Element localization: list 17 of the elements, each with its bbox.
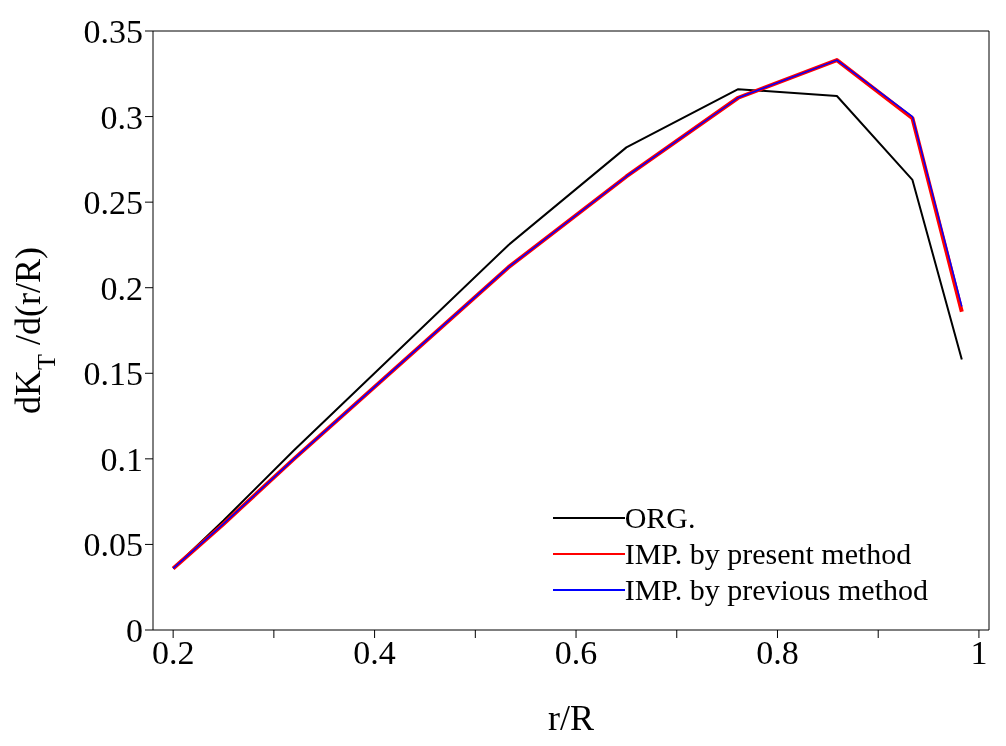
- x-axis-title: r/R: [547, 698, 595, 738]
- y-tick-label: 0: [126, 612, 143, 650]
- x-tick-label: 0.8: [756, 634, 799, 672]
- x-tick-label: 0.6: [554, 634, 598, 672]
- y-tick-label: 0.2: [100, 269, 143, 307]
- x-tick-label: 0.2: [151, 634, 195, 672]
- legend-label: ORG.: [624, 500, 696, 536]
- legend-label: IMP. by present method: [624, 536, 912, 572]
- y-tick-label: 0.3: [100, 98, 143, 136]
- y-tick-label: 0.15: [83, 355, 143, 393]
- y-tick-label: 0.35: [83, 13, 143, 51]
- x-tick-label: 1: [970, 634, 988, 672]
- x-tick-label: 0.4: [353, 634, 396, 672]
- y-tick-label: 0.1: [100, 440, 143, 478]
- y-tick-label: 0.25: [83, 184, 143, 222]
- legend-label: IMP. by previous method: [624, 572, 928, 608]
- y-tick-label: 0.05: [83, 526, 143, 564]
